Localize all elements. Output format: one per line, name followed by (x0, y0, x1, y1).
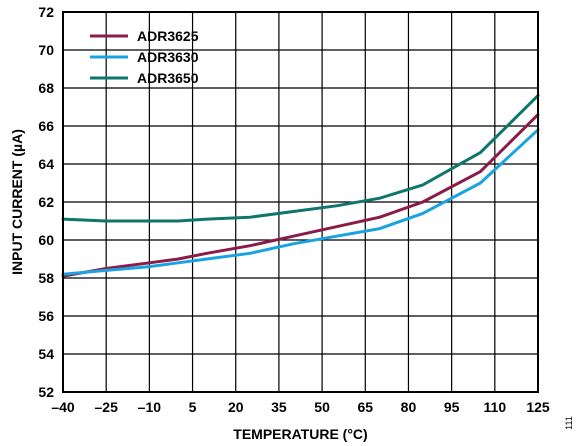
x-tick-label: 20 (228, 399, 244, 415)
x-tick-label: 50 (314, 399, 330, 415)
plot-area-frame (62, 11, 539, 393)
legend-item-adr3630: ADR3630 (90, 49, 199, 65)
y-tick-label: 72 (38, 4, 54, 20)
y-tick-label: 62 (38, 194, 54, 210)
x-tick-label: 80 (401, 399, 417, 415)
x-tick-label: –10 (138, 399, 162, 415)
legend-label: ADR3650 (137, 70, 199, 86)
series-line-adr3630 (61, 128, 540, 276)
legend-label: ADR3630 (137, 49, 199, 65)
y-tick-label: 60 (38, 232, 54, 248)
legend-item-adr3650: ADR3650 (90, 70, 199, 86)
x-tick-label: 95 (444, 399, 460, 415)
series-line-adr3625 (61, 113, 540, 278)
legend-label: ADR3625 (137, 28, 199, 44)
series-line-adr3650 (61, 94, 540, 223)
y-tick-label: 70 (38, 42, 54, 58)
figure-number: 111 (564, 416, 574, 430)
legend-item-adr3625: ADR3625 (90, 28, 199, 44)
y-tick-label: 56 (38, 308, 54, 324)
y-axis-title: INPUT CURRENT (µA) (9, 129, 25, 275)
series-lines (61, 94, 540, 278)
x-tick-label: 125 (526, 399, 550, 415)
x-tick-label: –40 (51, 399, 75, 415)
y-tick-label: 52 (38, 384, 54, 400)
y-tick-label: 64 (38, 156, 54, 172)
tick-labels: –40 –25 –10 5 20 35 50 65 80 95 110 125 52 54 56 58 60 62… (38, 4, 549, 415)
x-tick-label: 110 (484, 399, 507, 415)
y-tick-label: 58 (38, 270, 54, 286)
y-tick-label: 66 (38, 118, 54, 134)
y-tick-label: 68 (38, 80, 54, 96)
y-tick-label: 54 (38, 346, 54, 362)
x-tick-label: 65 (357, 399, 373, 415)
x-tick-label: –25 (95, 399, 119, 415)
x-tick-label: 35 (271, 399, 287, 415)
x-axis-title: TEMPERATURE (°C) (233, 426, 367, 442)
grid (62, 11, 539, 393)
legend: ADR3625 ADR3630 ADR3650 (90, 28, 199, 86)
x-tick-label: 5 (189, 399, 197, 415)
